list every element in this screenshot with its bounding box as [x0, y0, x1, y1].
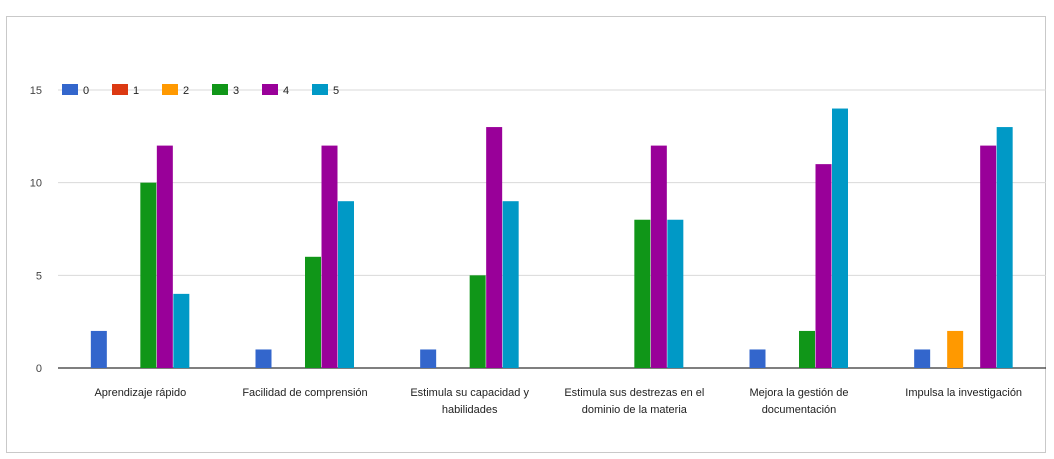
bar-4-cat-5	[980, 145, 997, 368]
bar-0-cat-2	[420, 349, 437, 368]
bar-0-cat-1	[255, 349, 272, 368]
legend-label-4: 4	[283, 85, 289, 97]
legend-label-2: 2	[183, 85, 189, 97]
legend-label-0: 0	[83, 85, 89, 97]
y-tick-label: 10	[30, 178, 42, 190]
bar-5-cat-3	[667, 219, 684, 368]
legend-swatch-1	[112, 84, 128, 95]
bar-3-cat-1	[305, 256, 321, 368]
legend-swatch-2	[162, 84, 178, 95]
bar-4-cat-0	[156, 145, 173, 368]
bar-3-cat-0	[140, 182, 157, 368]
bar-4-cat-3	[650, 145, 667, 368]
y-tick-label: 15	[30, 85, 42, 97]
bar-0-cat-0	[90, 330, 107, 368]
bar-4-cat-4	[815, 164, 832, 368]
bar-4-cat-1	[321, 145, 338, 368]
bar-5-cat-0	[173, 293, 190, 368]
category-label: Aprendizaje rápido	[94, 387, 186, 399]
category-label: Facilidad de comprensión	[242, 387, 367, 399]
category-label: Mejora la gestión de documentación	[749, 387, 848, 416]
bar-0-cat-4	[749, 349, 766, 368]
category-label: Estimula sus destrezas en el dominio de l…	[564, 387, 704, 416]
bar-5-cat-2	[502, 201, 519, 368]
y-tick-label: 5	[36, 270, 42, 282]
bar-4-cat-2	[486, 127, 503, 368]
legend-swatch-4	[262, 84, 278, 95]
category-label: Estimula su capacidad y habilidades	[410, 387, 529, 416]
legend-label-1: 1	[133, 85, 139, 97]
category-label: Impulsa la investigación	[905, 387, 1022, 399]
y-tick-label: 0	[36, 363, 42, 375]
bar-5-cat-4	[832, 108, 848, 369]
bar-3-cat-2	[469, 275, 486, 368]
legend-swatch-0	[62, 84, 78, 95]
bar-3-cat-3	[634, 219, 651, 368]
bar-3-cat-4	[799, 330, 815, 368]
chart-frame	[6, 16, 1046, 453]
bar-0-cat-5	[914, 349, 931, 368]
bar-5-cat-5	[996, 127, 1013, 368]
legend-label-5: 5	[333, 85, 339, 97]
legend-swatch-3	[212, 84, 228, 95]
bar-2-cat-5	[947, 330, 964, 368]
bar-5-cat-1	[338, 201, 354, 368]
legend-swatch-5	[312, 84, 328, 95]
legend-label-3: 3	[233, 85, 239, 97]
